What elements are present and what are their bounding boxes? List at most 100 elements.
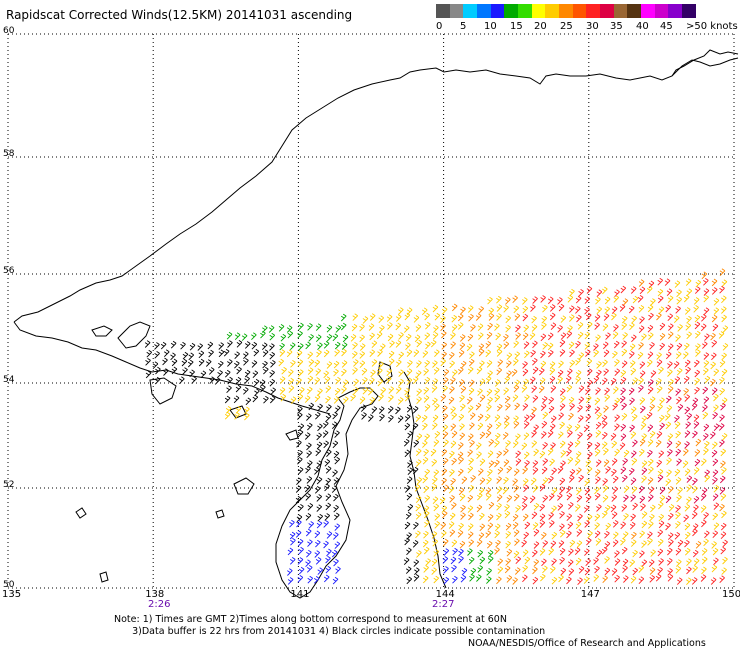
wind-barb [262,349,269,358]
wind-barb [496,349,503,357]
wind-barb [529,332,536,340]
wind-barb [619,304,626,312]
wind-barb [332,576,339,585]
wind-barb [486,360,493,368]
wind-barb [596,369,602,378]
wind-barb [316,349,322,358]
wind-barb [569,539,576,548]
wind-barb [659,486,666,495]
wind-barb [569,305,575,313]
wind-barb [323,440,329,449]
wind-barb [485,341,492,349]
wind-barb [638,576,645,585]
wind-barb [494,459,500,468]
wind-barb [270,360,276,368]
wind-barb [548,493,555,501]
wind-barb [704,375,711,384]
wind-barb [583,505,590,513]
wind-barb [263,395,269,404]
wind-barb [505,315,512,324]
wind-barb [565,375,572,384]
wind-barb [632,567,639,576]
wind-barb [632,439,638,448]
wind-barb [684,522,691,531]
wind-barb [460,512,466,520]
wind-barb [648,312,654,321]
wind-barb [719,439,725,448]
wind-barb [323,421,329,429]
wind-barb [369,332,375,341]
wind-barb [648,332,654,340]
wind-barb [639,550,645,559]
wind-barb [513,305,520,314]
wind-barb [522,361,528,369]
wind-barb [630,575,637,584]
wind-barb [181,358,188,367]
wind-barb [433,503,440,512]
wind-barb [305,513,312,521]
wind-barb [523,451,530,460]
wind-barb [299,387,305,395]
wind-barb [297,467,304,475]
wind-barb [332,411,338,420]
legend-swatch [490,4,505,18]
wind-barb [559,388,566,396]
wind-barb [297,557,304,565]
wind-barb [304,432,311,440]
wind-barb [433,469,440,478]
wind-barb [629,521,636,530]
wind-barb [460,403,466,412]
wind-barb [469,351,475,359]
wind-barb [425,321,431,330]
wind-barb [297,538,304,547]
wind-barb [479,556,486,565]
wind-barb [448,396,455,405]
wind-barb [457,322,464,330]
wind-barb [711,278,718,287]
wind-barb [407,430,413,439]
wind-barb [485,376,492,384]
wind-barb [459,394,465,403]
wind-barb [593,349,599,358]
wind-barb [439,496,446,505]
wind-barb [478,468,484,476]
wind-barb [604,556,610,564]
wind-barb [539,548,546,556]
wind-barb [631,457,638,466]
wind-barb [541,466,548,475]
wind-barb [574,439,581,448]
wind-barb [333,477,340,485]
wind-barb [620,369,627,378]
wind-barb [450,440,457,449]
wind-barb [568,396,575,405]
wind-barb [647,359,653,368]
wind-barb [522,332,529,341]
wind-barb [388,358,395,366]
wind-barb [485,430,492,439]
wind-barb [290,396,297,405]
wind-barb [513,384,520,393]
wind-barb [637,351,644,360]
wind-barb [647,531,653,539]
wind-barb [551,487,558,496]
wind-barb [477,549,484,558]
wind-barb [440,394,447,402]
wind-barb [415,324,422,332]
wind-barb [701,458,707,467]
wind-barb [386,376,392,384]
wind-barb [602,431,608,440]
wind-barb [496,476,502,484]
wind-barb [422,475,429,484]
wind-barb [648,486,655,494]
wind-barb [362,316,369,324]
wind-barb [333,360,340,369]
wind-barb [152,361,159,370]
wind-barb [595,430,602,438]
wind-barb [432,414,439,423]
wind-barb [479,458,486,467]
wind-barb [578,289,584,297]
wind-barb [189,342,196,351]
wind-barb [251,332,257,341]
wind-barb [279,349,286,357]
wind-barb [622,332,628,340]
